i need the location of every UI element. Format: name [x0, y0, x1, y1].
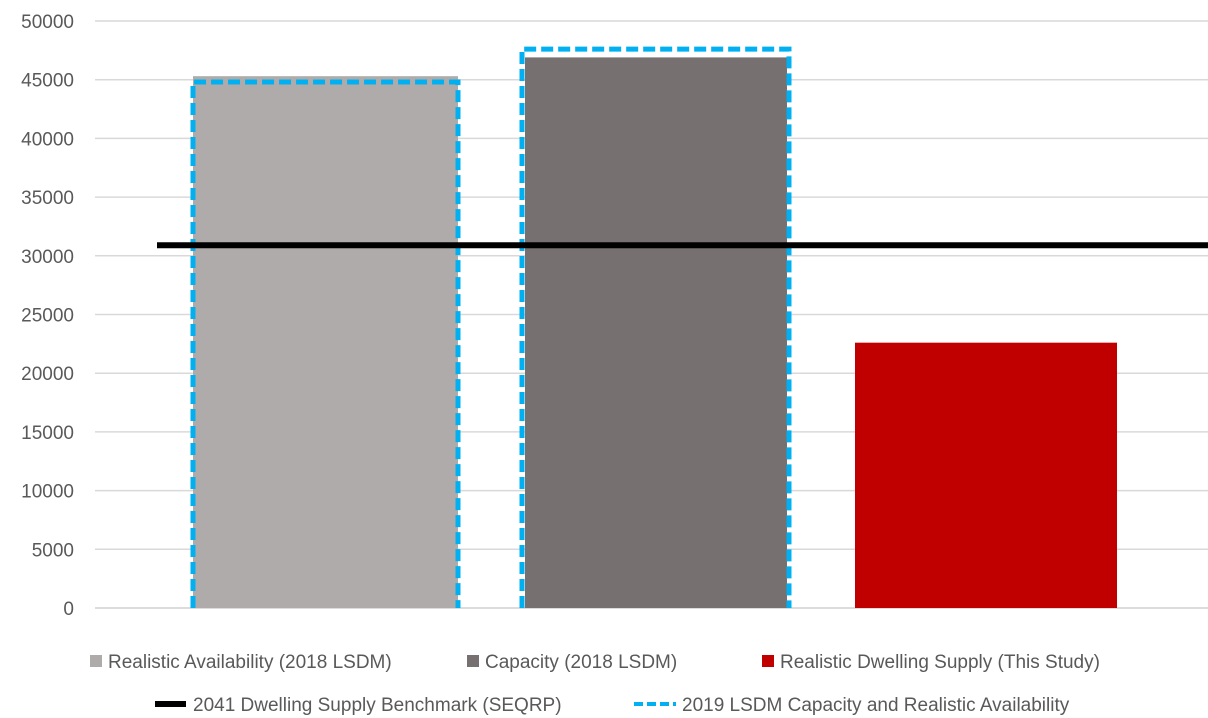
- dashed-outline-capacity: [519, 46, 792, 608]
- y-tick-label: 20000: [21, 364, 74, 385]
- legend: Realistic Availability (2018 LSDM) Capac…: [90, 652, 1100, 716]
- bars: [193, 57, 1117, 609]
- y-tick-label: 45000: [21, 71, 74, 92]
- legend-swatch-realistic-availability: [90, 655, 102, 667]
- y-tick-label: 25000: [21, 306, 74, 327]
- bar-realistic-dwelling-supply: [855, 342, 1117, 608]
- legend-label-benchmark: 2041 Dwelling Supply Benchmark (SEQRP): [193, 695, 562, 716]
- bar-realistic-availability: [193, 76, 458, 609]
- y-axis-tick-labels: 0 5000 10000 15000 20000 25000 30000 35000 40000…: [21, 12, 74, 620]
- dashed-outlines: [190, 46, 792, 608]
- legend-label-realistic-availability: Realistic Availability (2018 LSDM): [108, 652, 392, 673]
- legend-label-capacity: Capacity (2018 LSDM): [485, 652, 677, 673]
- y-tick-label: 10000: [21, 482, 74, 503]
- legend-swatch-realistic-dwelling-supply: [762, 655, 774, 667]
- y-tick-label: 40000: [21, 129, 74, 150]
- dashed-outline-realistic-availability: [190, 79, 461, 608]
- legend-label-2019-lsdm: 2019 LSDM Capacity and Realistic Availab…: [682, 695, 1070, 716]
- y-tick-label: 35000: [21, 188, 74, 209]
- y-tick-label: 5000: [32, 540, 74, 561]
- legend-swatch-capacity: [467, 655, 479, 667]
- y-tick-label: 30000: [21, 247, 74, 268]
- bar-capacity: [525, 57, 787, 609]
- legend-label-realistic-dwelling-supply: Realistic Dwelling Supply (This Study): [780, 652, 1100, 673]
- y-tick-label: 15000: [21, 423, 74, 444]
- y-tick-label: 0: [63, 599, 74, 620]
- y-tick-label: 50000: [21, 12, 74, 33]
